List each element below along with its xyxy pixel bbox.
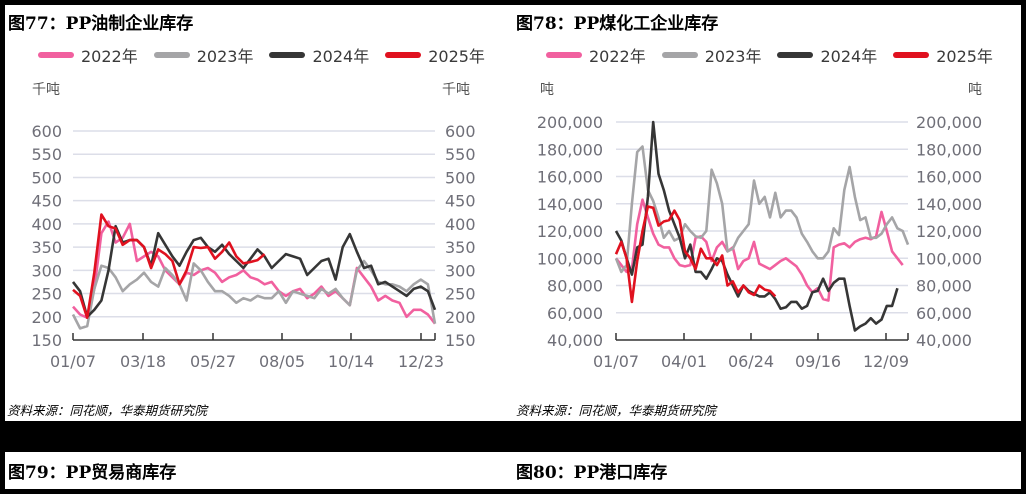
- legend-swatch-icon: [546, 52, 582, 58]
- x-tick-label: 01/07: [593, 352, 639, 371]
- legend-swatch-icon: [385, 52, 422, 58]
- series-line-2022年: [614, 198, 904, 302]
- left-axis-unit-77: 千吨: [32, 82, 60, 98]
- y-tick-label-right: 60,000: [916, 304, 972, 323]
- y-tick-label-left: 120,000: [537, 222, 603, 241]
- series-line-2024年: [71, 224, 437, 319]
- y-tick-label-right: 140,000: [916, 195, 982, 214]
- source-note-77: 资料来源：同花顺，华泰期货研究院: [7, 403, 208, 418]
- legend-item-2022: 2022年: [546, 43, 646, 67]
- x-tick-label: 12/23: [398, 352, 444, 371]
- series-line-2023年: [71, 259, 437, 330]
- y-tick-label-left: 400: [31, 215, 62, 234]
- y-tick-label-left: 180,000: [537, 140, 603, 159]
- x-tick-label: 12/09: [863, 352, 909, 371]
- y-tick-label-left: 600: [31, 122, 62, 141]
- x-tick-label: 10/14: [328, 352, 374, 371]
- y-tick-label-left: 350: [31, 238, 62, 257]
- y-tick-label-left: 60,000: [547, 304, 603, 323]
- y-tick-label-right: 300: [445, 261, 476, 280]
- y-tick-label-left: 140,000: [537, 195, 603, 214]
- x-tick-label: 04/01: [661, 352, 707, 371]
- legend-figure-77: 2022年 2023年 2024年 2025年: [38, 43, 501, 67]
- legend-swatch-icon: [893, 52, 930, 58]
- series-line-2022年: [72, 220, 437, 325]
- y-tick-label-right: 600: [445, 122, 476, 141]
- legend-item-2024: 2024年: [269, 43, 369, 67]
- right-axis-unit-77: 千吨: [442, 82, 470, 98]
- legend-item-2023: 2023年: [661, 43, 761, 67]
- y-tick-label-left: 150: [31, 331, 62, 350]
- legend-item-2025: 2025年: [893, 43, 993, 67]
- y-tick-label-left: 100,000: [537, 249, 603, 268]
- y-tick-label-left: 200: [31, 308, 62, 327]
- legend-item-2022: 2022年: [38, 43, 138, 67]
- y-tick-label-right: 500: [445, 168, 476, 187]
- y-tick-label-right: 200: [445, 308, 476, 327]
- figure-77-title: 图77：PP油制企业库存: [8, 14, 194, 34]
- y-tick-label-left: 160,000: [537, 168, 603, 187]
- series-line-2024年: [614, 120, 899, 332]
- chart-78: 40,000 40,000 60,000 60,000 80,000 80,000 100,…: [537, 113, 982, 371]
- y-tick-label-left: 200,000: [537, 113, 603, 132]
- y-tick-label-left: 300: [31, 261, 62, 280]
- legend-figure-78: 2022年 2023年 2024年 2025年: [546, 43, 1009, 67]
- chart-panel-top: [5, 5, 1021, 421]
- y-tick-label-right: 40,000: [916, 331, 972, 350]
- y-tick-label-right: 120,000: [916, 222, 982, 241]
- legend-swatch-icon: [38, 52, 74, 58]
- y-tick-label-right: 80,000: [916, 277, 972, 296]
- figure-80-title: 图80：PP港口库存: [516, 463, 668, 483]
- legend-swatch-icon: [269, 52, 306, 58]
- right-axis-unit-78: 吨: [968, 82, 982, 98]
- x-tick-label: 05/27: [190, 352, 236, 371]
- y-tick-label-right: 400: [445, 215, 476, 234]
- y-tick-label-right: 200,000: [916, 113, 982, 132]
- y-tick-label-right: 150: [445, 331, 476, 350]
- figure-79-title: 图79：PP贸易商库存: [8, 463, 177, 483]
- series-line-2025年: [614, 205, 777, 304]
- y-tick-label-right: 100,000: [916, 249, 982, 268]
- legend-item-2023: 2023年: [153, 43, 253, 67]
- left-axis-unit-78: 吨: [540, 82, 554, 98]
- legend-item-2024: 2024年: [777, 43, 877, 67]
- x-tick-label: 09/16: [795, 352, 841, 371]
- y-tick-label-left: 80,000: [547, 277, 603, 296]
- chart-panel-bottom: [5, 452, 1021, 489]
- x-tick-label: 08/05: [259, 352, 305, 371]
- series-line-2025年: [72, 213, 266, 320]
- x-tick-label: 03/18: [120, 352, 166, 371]
- x-tick-label: 06/24: [728, 352, 774, 371]
- y-tick-label-right: 160,000: [916, 168, 982, 187]
- series-line-2023年: [614, 145, 910, 274]
- source-note-78: 资料来源：同花顺，华泰期货研究院: [516, 403, 717, 418]
- x-tick-label: 01/07: [50, 352, 96, 371]
- y-tick-label-left: 250: [31, 285, 62, 304]
- legend-swatch-icon: [777, 52, 814, 58]
- y-tick-label-left: 550: [31, 145, 62, 164]
- legend-item-2025: 2025年: [385, 43, 485, 67]
- y-tick-label-right: 550: [445, 145, 476, 164]
- legend-swatch-icon: [661, 52, 698, 58]
- y-tick-label-left: 450: [31, 192, 62, 211]
- y-tick-label-right: 180,000: [916, 140, 982, 159]
- y-tick-label-right: 450: [445, 192, 476, 211]
- y-tick-label-left: 500: [31, 168, 62, 187]
- chart-77: 150 150 200 200 250 250 300 300 350 350 400 400 450 4…: [31, 122, 475, 371]
- y-tick-label-left: 40,000: [547, 331, 603, 350]
- y-tick-label-right: 350: [445, 238, 476, 257]
- y-tick-label-right: 250: [445, 285, 476, 304]
- legend-swatch-icon: [153, 52, 190, 58]
- figure-78-title: 图78：PP煤化工企业库存: [516, 14, 719, 34]
